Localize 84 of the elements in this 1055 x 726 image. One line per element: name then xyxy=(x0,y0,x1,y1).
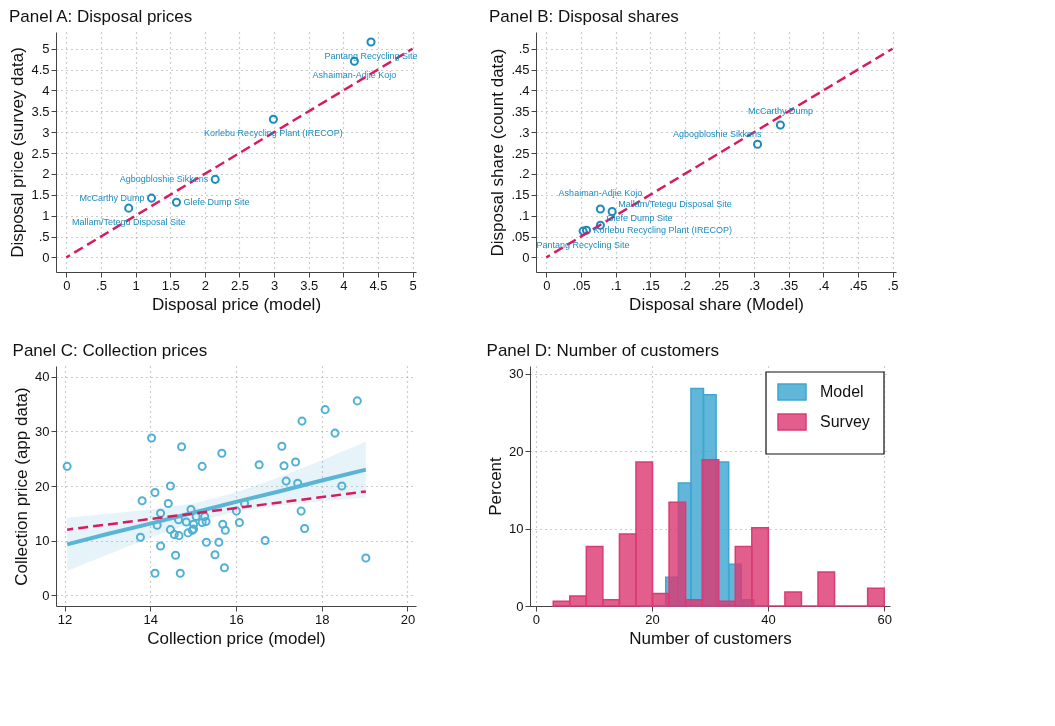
y-tick-label: 0 xyxy=(516,598,524,614)
annotation: Ashaiman-Adjie Kojo xyxy=(312,70,397,81)
y-tick-label: 0 xyxy=(522,249,530,265)
x-tick-label: 20 xyxy=(400,611,416,627)
x-tick-label: 4 xyxy=(340,277,348,293)
y-tick-label: .35 xyxy=(511,103,530,119)
y-axis-title: Collection price (app data) xyxy=(12,387,32,586)
x-tick-label: .45 xyxy=(849,277,868,293)
annotation: McCarthy Dump xyxy=(747,106,813,117)
x-tick-label: 2.5 xyxy=(230,277,249,293)
annotation: Pantang Recycling Site xyxy=(536,240,630,251)
y-axis-title: Disposal price (survey data) xyxy=(8,47,28,258)
annotation: Glefe Dump Site xyxy=(183,197,250,208)
x-tick-label: .25 xyxy=(710,277,729,293)
x-tick-label: 5 xyxy=(409,277,417,293)
x-tick-label: 14 xyxy=(143,611,159,627)
legend-label: Survey xyxy=(820,413,870,430)
y-tick-label: 3.5 xyxy=(31,103,50,119)
chart-title: Panel C: Collection prices xyxy=(12,341,208,360)
x-tick-label: .15 xyxy=(641,277,660,293)
y-tick-label: .3 xyxy=(518,124,530,140)
legend-label: Model xyxy=(820,383,864,400)
y-tick-label: 5 xyxy=(42,41,50,57)
y-tick-label: .25 xyxy=(511,145,530,161)
y-tick-label: 2 xyxy=(42,166,50,182)
y-tick-label: .1 xyxy=(518,208,530,224)
y-tick-label: 40 xyxy=(35,369,50,385)
y-tick-label: 4.5 xyxy=(31,62,50,78)
x-axis-title: Disposal price (model) xyxy=(151,294,322,314)
y-tick-label: .45 xyxy=(511,62,530,78)
x-tick-label: .3 xyxy=(749,277,760,293)
chart-title: Panel B: Disposal shares xyxy=(488,7,679,26)
annotation: McCarthy Dump xyxy=(79,193,145,204)
x-tick-label: 2 xyxy=(201,277,209,293)
y-tick-label: 10 xyxy=(509,521,524,537)
annotation: Ashaiman-Adjie Kojo xyxy=(558,187,643,198)
y-tick-label: .05 xyxy=(511,229,530,245)
x-tick-label: 1.5 xyxy=(161,277,180,293)
y-tick-label: .5 xyxy=(38,229,50,245)
y-tick-label: 0 xyxy=(42,587,50,603)
y-tick-label: .2 xyxy=(518,166,530,182)
chart-title: Panel D: Number of customers xyxy=(486,341,719,360)
y-tick-label: 1 xyxy=(42,208,50,224)
x-tick-label: .5 xyxy=(96,277,107,293)
x-tick-label: 3.5 xyxy=(300,277,319,293)
y-tick-label: 30 xyxy=(509,366,524,382)
y-tick-label: 20 xyxy=(35,478,50,494)
x-axis-title: Collection price (model) xyxy=(147,628,326,648)
chart-title: Panel A: Disposal prices xyxy=(8,7,193,26)
y-tick-label: 1.5 xyxy=(31,187,50,203)
y-tick-label: .4 xyxy=(518,82,530,98)
x-tick-label: 3 xyxy=(270,277,279,293)
y-tick-label: 30 xyxy=(35,423,50,439)
y-tick-label: 20 xyxy=(509,443,524,459)
x-tick-label: .5 xyxy=(887,277,899,293)
x-tick-label: 12 xyxy=(57,611,73,627)
x-tick-label: 0 xyxy=(63,277,71,293)
x-tick-label: .4 xyxy=(818,277,830,293)
x-tick-label: 0 xyxy=(543,277,551,293)
x-tick-label: 60 xyxy=(877,611,892,627)
x-tick-label: 4.5 xyxy=(369,277,388,293)
y-tick-label: 10 xyxy=(35,533,50,549)
x-tick-label: .35 xyxy=(780,277,799,293)
annotation: Mallam/Tetegu Disposal Site xyxy=(71,217,186,228)
x-axis-title: Disposal share (Model) xyxy=(629,294,804,314)
y-axis-title: Percent xyxy=(486,456,506,516)
x-tick-label: 20 xyxy=(645,611,660,627)
x-tick-label: 16 xyxy=(229,611,244,627)
x-tick-label: .05 xyxy=(572,277,591,293)
y-tick-label: 0 xyxy=(42,249,50,265)
y-tick-label: .5 xyxy=(518,41,530,57)
y-tick-label: 4 xyxy=(42,82,50,98)
x-tick-label: .2 xyxy=(679,277,691,293)
y-tick-label: .15 xyxy=(511,187,530,203)
x-tick-label: 40 xyxy=(761,611,776,627)
y-tick-label: 3 xyxy=(42,124,50,140)
y-axis-title: Disposal share (count data) xyxy=(488,48,508,257)
x-tick-label: .1 xyxy=(610,277,622,293)
x-axis-title: Number of customers xyxy=(629,628,792,648)
x-tick-label: 0 xyxy=(532,611,540,627)
x-tick-label: 1 xyxy=(132,277,140,293)
x-tick-label: 18 xyxy=(314,611,330,627)
y-tick-label: 2.5 xyxy=(31,145,50,161)
annotation: Korlebu Recycling Plant (IRECOP) xyxy=(593,225,733,236)
